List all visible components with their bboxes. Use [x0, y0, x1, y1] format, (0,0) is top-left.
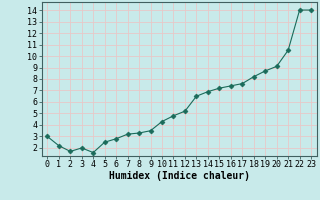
- X-axis label: Humidex (Indice chaleur): Humidex (Indice chaleur): [109, 171, 250, 181]
